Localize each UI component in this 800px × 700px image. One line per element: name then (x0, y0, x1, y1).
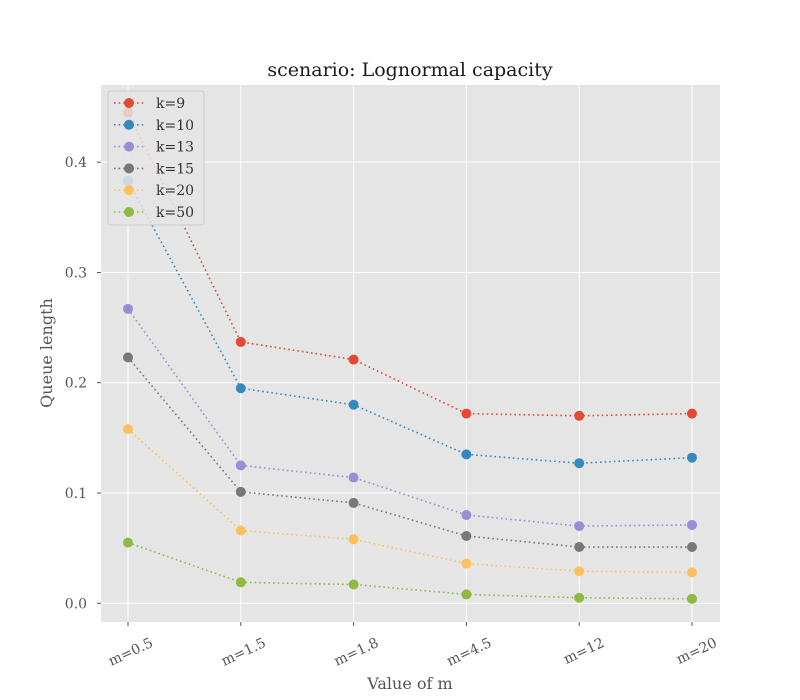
legend-label: k=20 (156, 183, 194, 199)
series-k-20 (123, 424, 697, 578)
data-point (574, 410, 585, 421)
series-line (127, 308, 693, 527)
legend-item: k=15 (114, 161, 194, 177)
x-tick-label: m=0.5 (106, 635, 156, 669)
series-layer (123, 107, 697, 604)
data-point (574, 592, 585, 603)
x-tick-label: m=4.5 (444, 635, 494, 669)
data-point (461, 558, 472, 569)
x-axis-ticks: m=0.5 m=1.5 m=1.8 m=4.5 m=12 m=20 (106, 622, 720, 670)
legend-item: k=20 (114, 183, 194, 199)
data-point (574, 542, 585, 553)
legend-marker (124, 98, 134, 108)
data-point (461, 449, 472, 460)
data-point (235, 460, 246, 471)
data-point (574, 566, 585, 577)
legend-item: k=13 (114, 140, 194, 156)
data-point (574, 458, 585, 469)
data-point (687, 567, 697, 578)
series-k-15 (123, 352, 697, 553)
data-point (348, 497, 359, 508)
y-tick-label: 0.3 (65, 265, 87, 281)
legend-label: k=10 (156, 118, 194, 134)
data-point (235, 577, 246, 588)
legend-label: k=15 (156, 161, 194, 177)
legend-marker (124, 163, 134, 174)
legend-label: k=13 (156, 140, 194, 156)
series-line (127, 356, 692, 548)
data-point (461, 408, 472, 419)
legend-item: k=9 (114, 96, 185, 112)
data-point (123, 537, 133, 548)
data-point (123, 424, 133, 435)
x-tick-label: m=20 (674, 635, 720, 668)
y-tick-label: 0.4 (65, 155, 87, 171)
series-line (127, 428, 693, 574)
data-point (123, 303, 133, 314)
y-axis-ticks: 0.0 0.1 0.2 0.3 0.4 (65, 155, 101, 612)
x-tick-label: m=1.8 (332, 635, 382, 669)
legend-label: k=9 (156, 96, 185, 112)
series-k-9 (123, 107, 697, 421)
data-point (235, 525, 246, 536)
x-tick-label: m=12 (561, 635, 607, 668)
data-point (348, 472, 359, 483)
data-point (461, 510, 472, 521)
x-axis-label: Value of m (366, 674, 452, 693)
series-k-50 (123, 537, 697, 604)
data-point (235, 383, 246, 394)
legend-label: k=50 (156, 205, 194, 221)
data-point (348, 399, 359, 410)
data-point (687, 452, 697, 463)
data-point (687, 593, 697, 604)
y-tick-label: 0.2 (65, 376, 87, 392)
data-point (461, 530, 472, 541)
data-point (123, 352, 133, 363)
legend: k=9 k=10 k=13 k=15 k=20 k=50 (107, 90, 205, 226)
legend-marker (124, 185, 134, 196)
data-point (461, 589, 472, 600)
chart-title: scenario: Lognormal capacity (267, 59, 552, 81)
legend-item: k=10 (114, 118, 194, 134)
data-point (687, 408, 697, 419)
x-tick-label: m=1.5 (219, 635, 269, 669)
data-point (348, 354, 359, 365)
data-point (348, 534, 359, 545)
legend-item: k=50 (114, 205, 194, 221)
series-k-13 (123, 303, 697, 532)
data-point (687, 542, 697, 553)
legend-marker (124, 119, 134, 130)
y-tick-label: 0.1 (65, 486, 87, 502)
y-axis-label: Queue length (37, 298, 56, 408)
data-point (687, 519, 697, 530)
data-point (348, 579, 359, 590)
grid-lines (101, 85, 720, 622)
y-tick-label: 0.0 (65, 596, 87, 612)
series-line (127, 112, 693, 417)
data-point (235, 336, 246, 347)
legend-marker (124, 141, 134, 152)
legend-marker (124, 207, 134, 217)
data-point (574, 521, 585, 532)
data-point (235, 486, 246, 497)
